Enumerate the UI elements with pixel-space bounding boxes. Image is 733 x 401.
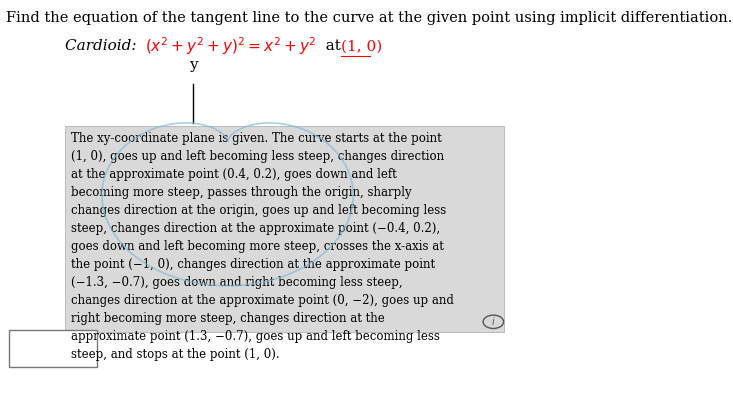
- Text: $(x^2 + y^2 + y)^2 = x^2 + y^2$: $(x^2 + y^2 + y)^2 = x^2 + y^2$: [145, 36, 317, 57]
- Text: i: i: [492, 317, 495, 327]
- Text: (1, 0): (1, 0): [342, 39, 383, 53]
- Text: Cardioid:: Cardioid:: [65, 39, 141, 53]
- Text: y: y: [189, 59, 198, 72]
- Text: at: at: [316, 39, 350, 53]
- FancyBboxPatch shape: [65, 126, 504, 332]
- Text: The xy-coordinate plane is given. The curve starts at the point
(1, 0), goes up : The xy-coordinate plane is given. The cu…: [71, 132, 454, 361]
- FancyBboxPatch shape: [9, 330, 97, 367]
- Text: Find the equation of the tangent line to the curve at the given point using impl: Find the equation of the tangent line to…: [6, 11, 732, 25]
